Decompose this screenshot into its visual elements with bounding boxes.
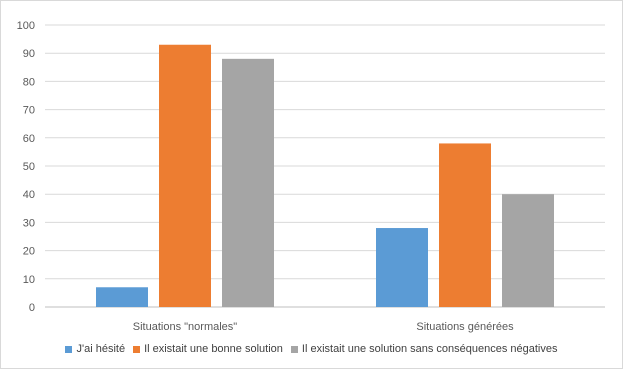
legend-label: Il existait une bonne solution: [144, 343, 283, 355]
legend-label: Il existait une solution sans conséquenc…: [301, 343, 558, 355]
gridlines: [45, 24, 605, 308]
y-tick-label: 20: [23, 246, 35, 258]
y-axis-tick-labels: 0 10 20 30 40 50 60 70 80 90 100: [17, 20, 35, 314]
legend-swatch: [65, 345, 73, 353]
bar-2-series-3: [502, 194, 554, 307]
bar-1-series-2: [159, 44, 211, 308]
y-tick-label: 0: [29, 302, 35, 314]
x-tick-label: Situations générées: [416, 321, 514, 333]
bar-2-series-2: [439, 143, 491, 307]
legend-swatch: [133, 345, 141, 353]
legend-item: Il existait une bonne solution: [133, 343, 283, 355]
bars: [96, 44, 554, 308]
y-tick-label: 90: [23, 48, 35, 60]
y-tick-label: 70: [23, 105, 35, 117]
y-tick-label: 100: [17, 20, 35, 32]
legend-swatch: [290, 345, 298, 353]
x-tick-label: Situations "normales": [133, 321, 238, 333]
y-tick-label: 10: [23, 274, 35, 286]
y-tick-label: 60: [23, 133, 35, 145]
legend-item: J'ai hésité: [65, 343, 125, 355]
y-tick-label: 80: [23, 76, 35, 88]
y-tick-label: 40: [23, 189, 35, 201]
legend: J'ai hésité Il existait une bonne solutio…: [0, 343, 623, 355]
bar-2-series-1: [376, 228, 428, 307]
bar-1-series-3: [222, 58, 274, 308]
legend-label: J'ai hésité: [76, 343, 126, 355]
bar-1-series-1: [96, 287, 148, 307]
x-axis-tick-labels: Situations "normales" Situations générées: [133, 321, 514, 333]
y-tick-label: 30: [23, 217, 35, 229]
y-tick-label: 50: [23, 161, 35, 173]
legend-item: Il existait une solution sans conséquenc…: [290, 343, 558, 355]
